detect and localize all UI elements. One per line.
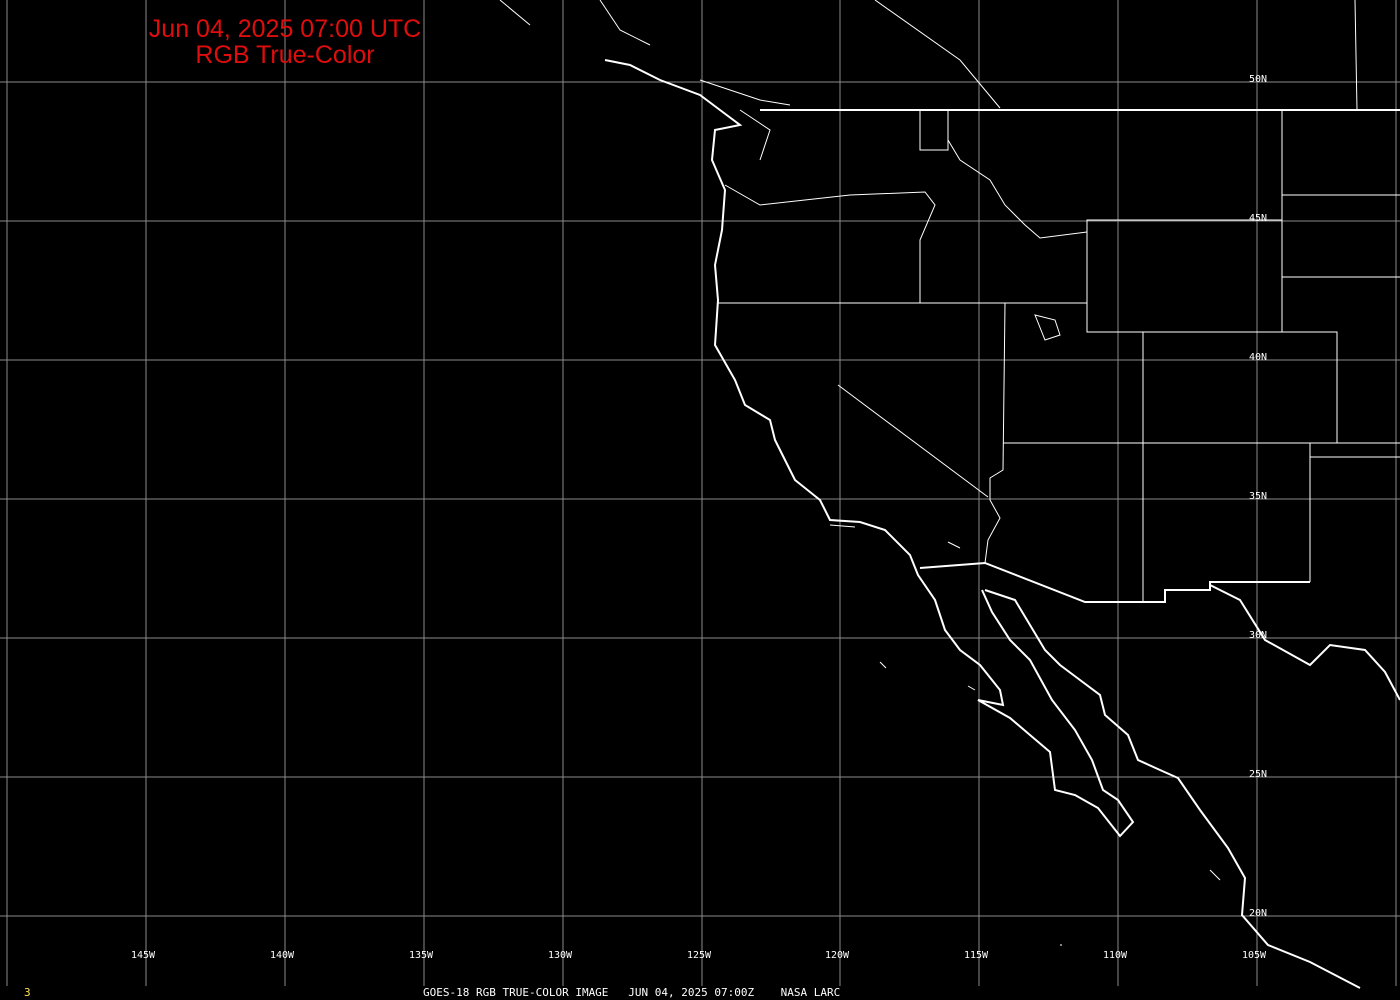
longitude-label: 130W xyxy=(548,950,573,961)
latitude-label: 30N xyxy=(1249,630,1268,641)
border-canada-provinces xyxy=(874,0,1001,109)
border-ca-nv xyxy=(837,384,989,498)
latitude-label: 50N xyxy=(1249,74,1268,85)
longitude-label: 135W xyxy=(409,950,434,961)
image-caption: GOES-18 RGB TRUE-COLOR IMAGE JUN 04, 202… xyxy=(423,986,841,999)
border-wy xyxy=(1086,219,1283,333)
border-nv xyxy=(984,302,1006,564)
longitude-label: 145W xyxy=(131,950,156,961)
longitude-label: 140W xyxy=(270,950,295,961)
latitude-label: 35N xyxy=(1249,491,1268,502)
islands xyxy=(829,314,1221,946)
longitude-label: 110W xyxy=(1103,950,1128,961)
coastline-gulf xyxy=(984,589,1361,989)
map-title: Jun 04, 2025 07:00 UTC RGB True-Color xyxy=(140,16,430,68)
title-product: RGB True-Color xyxy=(195,41,375,69)
title-datetime: Jun 04, 2025 07:00 UTC xyxy=(148,15,422,43)
border-ut-co-az-nm xyxy=(1003,331,1400,602)
coastlines-and-borders xyxy=(499,0,1400,989)
coastline-puget xyxy=(499,0,791,161)
longitude-label: 115W xyxy=(964,950,989,961)
latitude-label: 20N xyxy=(1249,908,1268,919)
border-dakotas xyxy=(1281,0,1400,332)
frame-number: 3 xyxy=(24,986,31,999)
border-wa-or-id xyxy=(724,184,936,303)
border-id xyxy=(919,110,1088,239)
coastline-mexico-north xyxy=(1209,584,1400,701)
latitude-label: 40N xyxy=(1249,352,1268,363)
longitude-label: 105W xyxy=(1242,950,1267,961)
latitude-label: 25N xyxy=(1249,769,1268,780)
border-mexico xyxy=(919,561,1310,603)
longitude-label: 120W xyxy=(825,950,850,961)
coastline-pacific xyxy=(604,59,1135,838)
latitude-label: 45N xyxy=(1249,213,1268,224)
longitude-label: 125W xyxy=(687,950,712,961)
